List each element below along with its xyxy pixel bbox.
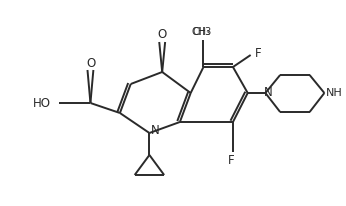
Text: CH3: CH3 [191, 27, 212, 37]
Text: O: O [157, 27, 167, 41]
Text: CH₃: CH₃ [192, 27, 211, 37]
Text: NH: NH [326, 88, 343, 98]
Text: N: N [151, 124, 160, 137]
Text: F: F [255, 47, 262, 60]
Text: O: O [87, 56, 96, 69]
Text: N: N [264, 85, 273, 98]
Text: HO: HO [33, 96, 51, 110]
Text: F: F [228, 154, 234, 167]
